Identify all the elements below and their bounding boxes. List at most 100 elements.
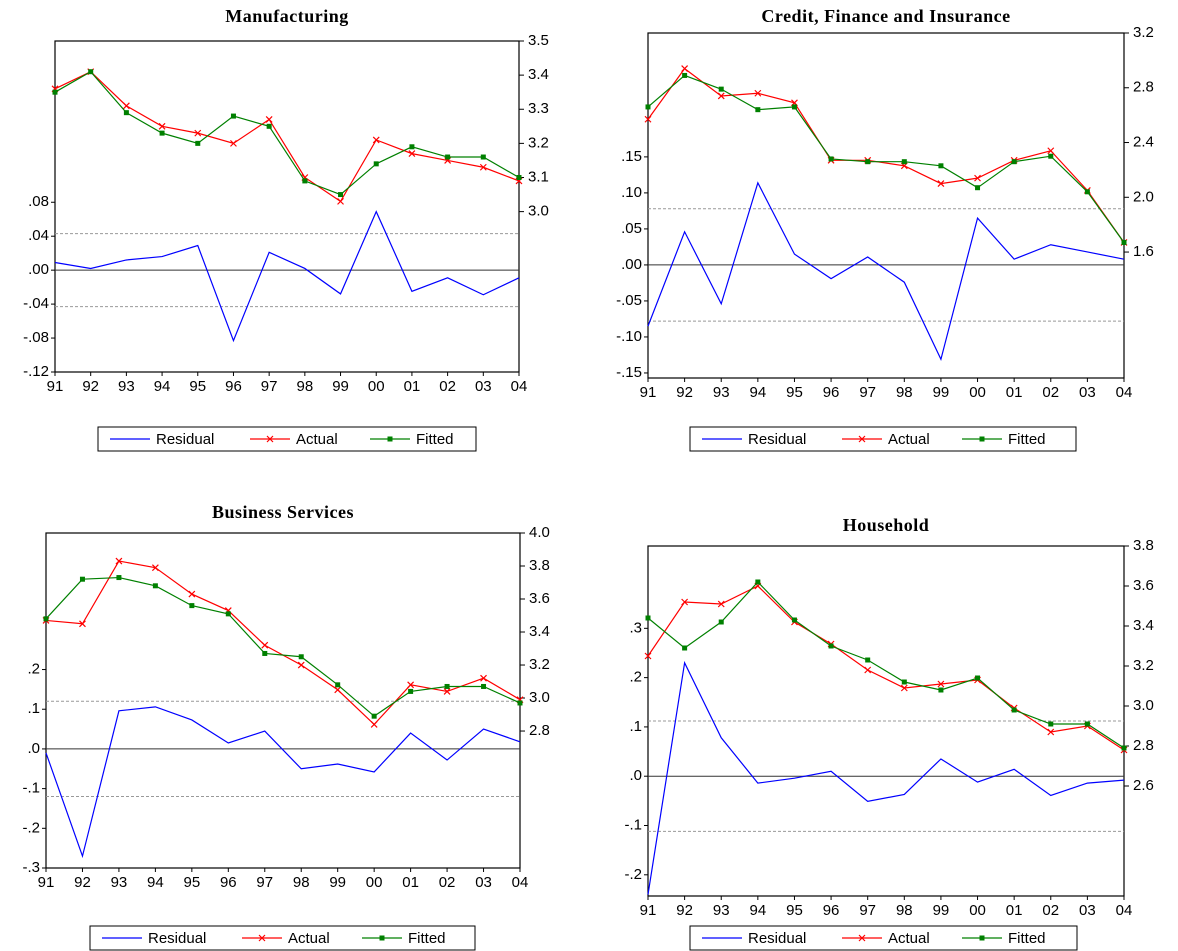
marker-square [755,579,761,585]
y-tick-label: .05 [621,220,642,237]
marker-x [158,122,166,130]
marker-square [516,174,522,180]
x-tick-label: 02 [1042,384,1059,401]
plot-frame [45,532,521,869]
marker-square [718,619,724,625]
x-tick-label: 91 [38,874,55,891]
x-tick-label: 00 [366,874,383,891]
marker-square [445,154,451,160]
x-tick-label: 95 [786,902,803,919]
marker-x [1047,728,1055,736]
marker-square [480,154,486,160]
y-tick-label: .15 [621,148,642,165]
y-tick-label: .1 [27,700,40,717]
marker-x [1047,147,1055,155]
marker-x [188,590,196,598]
marker-square [52,89,58,95]
y2-tick-label: 2.6 [1133,777,1154,794]
series-line [647,581,1125,749]
marker-square [979,935,985,941]
marker-x [151,564,159,572]
marker-x [337,197,344,205]
marker-square [1084,189,1090,195]
y2-tick-label: 2.8 [529,722,550,739]
legend-label: Residual [748,431,806,448]
marker-x [974,174,981,182]
marker-square [938,163,944,169]
x-tick-label: 01 [1006,384,1023,401]
marker-x [265,116,273,123]
y-tick-label: .04 [28,227,49,244]
marker-square [1011,707,1017,713]
marker-square [123,110,129,116]
marker-x [194,129,202,137]
x-tick-label: 94 [750,384,767,401]
marker-square [262,650,268,656]
marker-square [335,682,341,688]
marker-square [481,683,487,689]
marker-square [828,643,834,649]
marker-x [115,557,123,565]
chart-title: Business Services [212,502,354,522]
y2-tick-label: 3.6 [529,590,550,607]
x-tick-label: 03 [475,378,492,395]
y-tick-label: .0 [27,740,40,757]
marker-square [979,436,985,442]
legend-label: Actual [888,431,930,448]
x-tick-label: 99 [332,378,349,395]
x-tick-label: 93 [713,384,730,401]
y2-tick-label: 3.6 [1133,577,1154,594]
marker-square [79,576,85,582]
x-tick-label: 96 [225,378,242,395]
marker-x [900,684,908,692]
marker-x [297,661,305,669]
marker-square [302,178,308,184]
marker-x [937,680,945,688]
x-tick-label: 91 [640,384,657,401]
legend-label: Residual [148,930,206,947]
marker-square [408,688,414,694]
y-tick-label: .0 [629,767,642,784]
x-tick-label: 96 [823,902,840,919]
legend: Residual Actual Fitted [97,426,477,452]
chart-title: Household [843,515,930,535]
marker-x [717,600,725,608]
marker-x [754,89,762,97]
marker-square [298,654,304,660]
marker-square [682,645,688,651]
y2-tick-label: 2.8 [1133,79,1154,96]
y-tick-label: -.2 [22,819,40,836]
marker-square [116,575,122,581]
y2-tick-label: 3.0 [529,689,550,706]
marker-x [681,65,689,73]
y-tick-label: .1 [629,718,642,735]
series-line [647,660,1125,895]
x-tick-label: 95 [786,384,803,401]
legend-box [689,426,1077,452]
x-tick-label: 97 [256,874,273,891]
marker-square [88,69,94,75]
marker-square [517,700,523,706]
marker-square [1048,721,1054,727]
y-tick-label: .08 [28,193,49,210]
marker-square [645,104,651,110]
x-tick-label: 98 [896,902,913,919]
legend-label: Residual [748,930,806,947]
marker-square [1048,153,1054,159]
marker-square [409,144,415,150]
x-tick-label: 97 [261,378,278,395]
legend-box [89,925,476,951]
x-tick-label: 98 [297,378,314,395]
marker-x [266,435,274,443]
marker-square [195,140,201,146]
panel: -.3 -.2 -.1 .0 .1 .2 2.8 3.0 3.2 3.4 3.6 3.8 4.0 91 92… [22,500,550,891]
x-tick-label: 01 [404,378,421,395]
marker-square [371,713,377,719]
legend: Residual Actual Fitted [689,426,1077,452]
x-tick-label: 93 [111,874,128,891]
x-tick-label: 97 [859,384,876,401]
x-tick-label: 97 [859,902,876,919]
marker-x [407,681,415,689]
marker-x [261,641,269,649]
